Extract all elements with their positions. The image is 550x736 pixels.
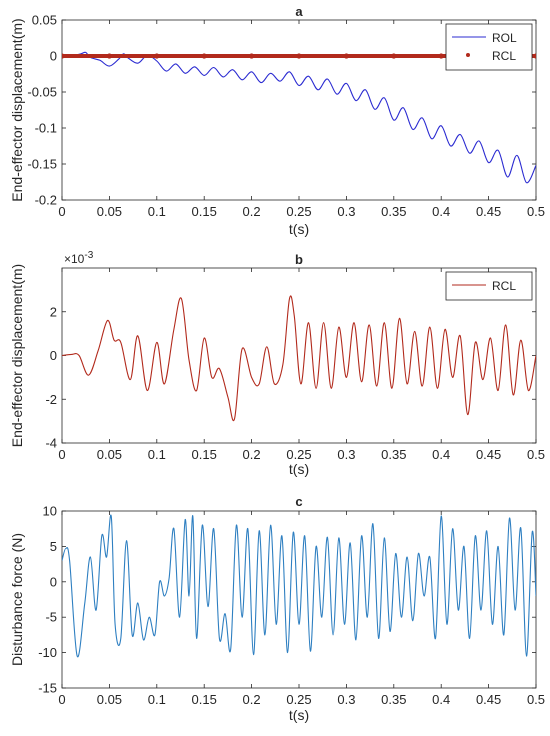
x-tick-label: 0.5 bbox=[527, 447, 545, 462]
legend-box bbox=[445, 271, 533, 301]
chart-title: c bbox=[295, 494, 302, 509]
x-tick-label: 0.15 bbox=[192, 447, 217, 462]
data-point bbox=[438, 53, 444, 59]
x-tick-label: 0.45 bbox=[476, 204, 501, 219]
x-tick-label: 0.05 bbox=[97, 692, 122, 707]
series-line-data bbox=[62, 514, 536, 658]
chart-title: a bbox=[295, 4, 303, 19]
legend-label: RCL bbox=[492, 49, 516, 63]
y-tick-label: -0.15 bbox=[27, 157, 57, 172]
x-tick-label: 0.25 bbox=[286, 692, 311, 707]
x-tick-label: 0.45 bbox=[476, 447, 501, 462]
x-tick-label: 0 bbox=[58, 447, 65, 462]
y-axis-label: End-effector displacement(m) bbox=[9, 18, 25, 201]
x-tick-label: 0.15 bbox=[192, 692, 217, 707]
x-tick-label: 0.05 bbox=[97, 204, 122, 219]
y-tick-label: -0.2 bbox=[35, 193, 57, 208]
legend: ROL RCL bbox=[445, 23, 533, 71]
y-multiplier: ×10-3 bbox=[64, 250, 94, 266]
x-tick-label: 0.5 bbox=[527, 204, 545, 219]
y-axis-label: End-effector displacement(m) bbox=[9, 264, 25, 447]
legend-label: ROL bbox=[492, 31, 517, 45]
x-tick-label: 0.2 bbox=[243, 204, 261, 219]
y-tick-label: -0.05 bbox=[27, 85, 57, 100]
x-tick-label: 0.3 bbox=[337, 204, 355, 219]
y-tick-label: -10 bbox=[38, 645, 57, 660]
legend-marker bbox=[466, 53, 470, 57]
y-tick-label: 0 bbox=[50, 574, 57, 589]
data-point bbox=[533, 53, 536, 59]
data-point bbox=[296, 53, 302, 59]
x-tick-label: 0.15 bbox=[192, 204, 217, 219]
y-tick-label: -4 bbox=[45, 436, 57, 451]
x-axis-label: t(s) bbox=[289, 221, 309, 237]
x-tick-label: 0.4 bbox=[432, 692, 450, 707]
x-tick-label: 0.45 bbox=[476, 692, 501, 707]
y-tick-label: 0 bbox=[50, 49, 57, 64]
series-line-rcl bbox=[62, 295, 536, 422]
y-tick-label: -2 bbox=[45, 392, 57, 407]
y-tick-label: 0 bbox=[50, 348, 57, 363]
y-axis-label: Disturbance force (N) bbox=[9, 533, 25, 666]
x-tick-label: 0.4 bbox=[432, 204, 450, 219]
x-tick-label: 0.1 bbox=[148, 204, 166, 219]
plot-area bbox=[61, 510, 537, 689]
x-tick-label: 0.1 bbox=[148, 447, 166, 462]
x-tick-label: 0 bbox=[58, 692, 65, 707]
x-tick-label: 0.35 bbox=[381, 447, 406, 462]
data-point bbox=[106, 53, 112, 59]
x-tick-label: 0.2 bbox=[243, 447, 261, 462]
y-multiplier-base: ×10 bbox=[64, 252, 85, 266]
data-point bbox=[391, 53, 397, 59]
x-tick-label: 0.25 bbox=[286, 204, 311, 219]
panel-a: 0 0.05 0.1 0.15 0.2 0.25 0.3 0.35 0.4 0.45 0.5 -0.2… bbox=[9, 4, 545, 237]
x-tick-label: 0 bbox=[58, 204, 65, 219]
x-tick-label: 0.3 bbox=[337, 692, 355, 707]
y-tick-label: 2 bbox=[50, 304, 57, 319]
x-tick-label: 0.35 bbox=[381, 692, 406, 707]
y-tick-label: -0.1 bbox=[35, 121, 57, 136]
chart-title: b bbox=[295, 252, 303, 267]
y-tick-label: 10 bbox=[43, 504, 57, 519]
legend-label: RCL bbox=[492, 279, 516, 293]
x-tick-label: 0.1 bbox=[148, 692, 166, 707]
y-tick-label: -5 bbox=[45, 610, 57, 625]
data-point bbox=[249, 53, 255, 59]
x-tick-label: 0.05 bbox=[97, 447, 122, 462]
x-tick-label: 0.35 bbox=[381, 204, 406, 219]
y-multiplier-exponent: -3 bbox=[84, 250, 93, 261]
data-point bbox=[62, 53, 65, 59]
data-point bbox=[201, 53, 207, 59]
legend: RCL bbox=[445, 271, 533, 301]
x-axis-label: t(s) bbox=[289, 461, 309, 477]
panel-c: 0 0.05 0.1 0.15 0.2 0.25 0.3 0.35 0.4 0.45 0.5 -15 -… bbox=[9, 494, 545, 723]
x-tick-label: 0.4 bbox=[432, 447, 450, 462]
panel-b: 0 0.05 0.1 0.15 0.2 0.25 0.3 0.35 0.4 0.45 0.5 -4 -2… bbox=[9, 250, 545, 477]
data-point bbox=[154, 53, 160, 59]
y-tick-label: 5 bbox=[50, 539, 57, 554]
x-tick-label: 0.25 bbox=[286, 447, 311, 462]
y-tick-label: -15 bbox=[38, 681, 57, 696]
legend-box bbox=[445, 23, 533, 71]
x-tick-label: 0.2 bbox=[243, 692, 261, 707]
x-tick-label: 0.3 bbox=[337, 447, 355, 462]
y-tick-label: 0.05 bbox=[32, 13, 57, 28]
x-tick-label: 0.5 bbox=[527, 692, 545, 707]
x-axis-label: t(s) bbox=[289, 707, 309, 723]
data-point bbox=[343, 53, 349, 59]
